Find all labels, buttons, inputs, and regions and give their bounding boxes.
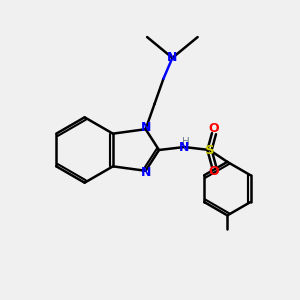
Text: N: N [140,121,151,134]
Text: S: S [205,143,214,157]
Text: N: N [179,140,189,154]
Text: N: N [141,166,152,179]
Text: O: O [209,122,219,135]
Text: H: H [182,137,190,147]
Text: O: O [209,165,219,178]
Text: N: N [167,51,178,64]
